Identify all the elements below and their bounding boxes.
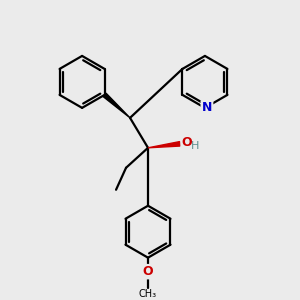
Text: N: N	[202, 101, 212, 114]
Text: O: O	[143, 265, 153, 278]
Text: H: H	[191, 141, 199, 151]
Polygon shape	[148, 142, 180, 148]
Text: O: O	[182, 136, 192, 149]
Text: CH₃: CH₃	[139, 289, 157, 298]
Polygon shape	[103, 93, 130, 118]
